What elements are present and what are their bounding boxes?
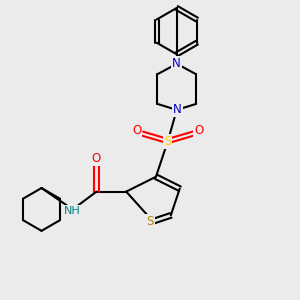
Text: S: S: [164, 135, 172, 148]
Text: O: O: [132, 124, 141, 137]
Text: O: O: [92, 152, 101, 165]
Text: S: S: [146, 215, 154, 228]
Text: NH: NH: [64, 206, 81, 216]
Text: O: O: [194, 124, 204, 137]
Text: N: N: [173, 103, 182, 116]
Text: N: N: [172, 57, 181, 70]
